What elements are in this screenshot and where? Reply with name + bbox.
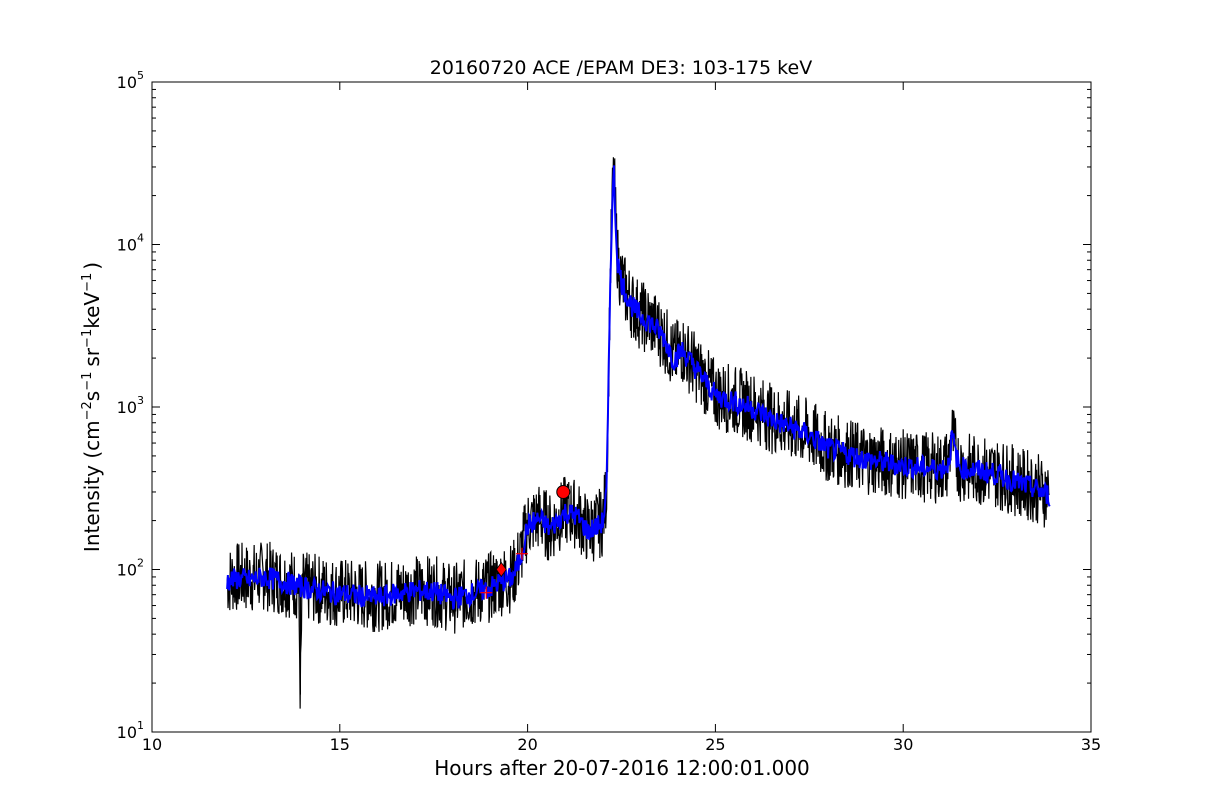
y-tick-exp: 2 bbox=[137, 557, 144, 570]
y-tick-exp: 4 bbox=[137, 232, 144, 245]
series-raw-line bbox=[226, 157, 1050, 709]
y-tick-base: 10 bbox=[117, 236, 137, 255]
y-tick-exp: 3 bbox=[137, 394, 144, 407]
y-tick-base: 10 bbox=[117, 73, 137, 92]
series-smoothed-line bbox=[226, 165, 1051, 610]
series-layer bbox=[226, 157, 1051, 709]
y-label-exp-1: −2 bbox=[80, 401, 95, 420]
y-tick-label: 101 bbox=[117, 719, 144, 742]
x-tick-label: 30 bbox=[893, 735, 913, 754]
y-axis-label: Intensity (cm−2s−1sr−1keV−1) bbox=[80, 262, 104, 552]
y-tick-label: 105 bbox=[117, 69, 144, 92]
y-label-exp-3: −1 bbox=[80, 329, 95, 348]
y-tick-base: 10 bbox=[117, 723, 137, 742]
x-tick-label: 15 bbox=[330, 735, 350, 754]
x-axis: 10 15 20 25 30 35 bbox=[142, 82, 1101, 754]
y-tick-exp: 1 bbox=[137, 719, 144, 732]
marker-diamond bbox=[495, 561, 507, 578]
marker-plus bbox=[480, 586, 493, 599]
x-tick-label: 25 bbox=[705, 735, 725, 754]
x-axis-label: Hours after 20-07-2016 12:00:01.000 bbox=[434, 756, 810, 780]
y-label-kev: keV bbox=[80, 292, 104, 329]
y-label-exp-4: −1 bbox=[80, 273, 95, 292]
y-label-pre: Intensity (cm bbox=[80, 420, 104, 552]
y-label-post: ) bbox=[80, 262, 104, 270]
y-label-exp-2: −1 bbox=[80, 372, 95, 391]
y-tick-base: 10 bbox=[117, 561, 137, 580]
x-tick-label: 10 bbox=[142, 735, 162, 754]
x-tick-label: 35 bbox=[1081, 735, 1101, 754]
y-tick-base: 10 bbox=[117, 398, 137, 417]
y-label-sr: sr bbox=[80, 347, 104, 366]
marker-circle bbox=[556, 484, 571, 499]
y-tick-label: 102 bbox=[117, 557, 144, 580]
y-tick-label: 103 bbox=[117, 394, 144, 417]
y-label-s: s bbox=[80, 391, 104, 401]
marker-layer bbox=[480, 484, 571, 599]
marker-plus bbox=[515, 547, 528, 560]
x-tick-label: 20 bbox=[517, 735, 537, 754]
y-tick-exp: 5 bbox=[137, 69, 144, 82]
y-tick-label: 104 bbox=[117, 232, 144, 255]
chart-title: 20160720 ACE /EPAM DE3: 103-175 keV bbox=[430, 57, 812, 79]
